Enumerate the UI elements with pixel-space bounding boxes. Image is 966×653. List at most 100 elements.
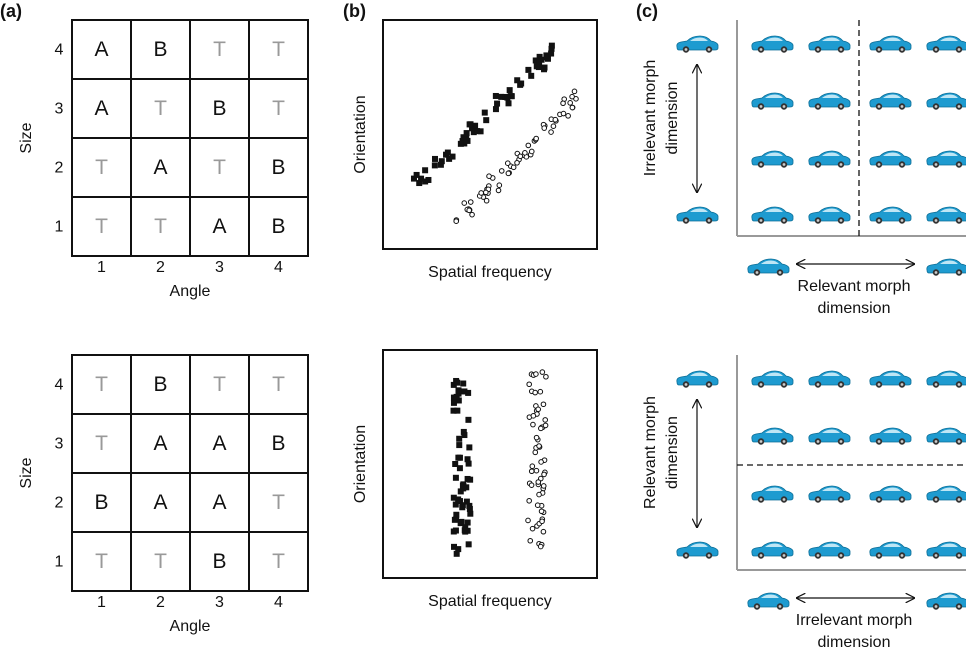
scatter-circle [526,518,531,523]
y-axis-label: Size [18,122,35,153]
car-icon [870,151,911,168]
scatter-square [454,408,460,414]
scatter-square [465,417,471,423]
scatter-circle [534,136,539,141]
scatter-square [466,444,472,450]
car-icon [677,207,718,224]
scatter-circle [542,126,547,131]
scatter-circle [470,212,475,217]
panel-label: (b) [343,1,366,21]
car-icon [752,371,793,388]
scatter-square [454,380,460,386]
scatter-circle [543,423,548,428]
row-label: 3 [55,436,64,453]
cell-letter: T [95,156,108,179]
cell-letter: T [154,97,167,120]
scatter-circle [523,151,528,156]
cell-letter: B [153,38,167,61]
scatter-square [422,167,428,173]
y-axis-label: Size [18,457,35,488]
cell-letter: B [271,156,285,179]
car-icon [927,428,966,445]
row-label: 4 [55,377,64,394]
x-axis-label: Spatial frequency [428,264,552,281]
horizontal-label: dimension [818,300,891,317]
cell-letter: A [153,491,167,514]
y-axis-label: Orientation [352,425,369,503]
scatter-square [457,455,463,461]
car-icon [927,371,966,388]
cell-letter: B [212,550,226,573]
car-icon [809,486,850,503]
scatter-circle [539,509,544,514]
cell-letter: T [213,38,226,61]
figure: (a) (b) (c) ABTTATBTTATBTTAB43211234Angl… [0,0,966,653]
cell-letter: B [153,373,167,396]
y-axis-label: Orientation [352,95,369,173]
car-icon [927,93,966,110]
scatter-square [482,110,488,116]
row-label: 2 [55,160,64,177]
car-icon [809,428,850,445]
car-icon [752,542,793,559]
horizontal-label: Relevant morph [798,278,911,295]
plot-frame [383,350,597,578]
scatter-square [446,156,452,162]
scatter-square [461,432,467,438]
scatter-square [451,400,457,406]
scatter-circle [544,374,549,379]
cell-letter: T [213,156,226,179]
vertical-label: Irrelevant morph [642,60,659,177]
car-icon [927,542,966,559]
scatter-circle [496,188,501,193]
scatter-square [462,527,468,533]
scatter-square [458,519,464,525]
x-axis-label: Spatial frequency [428,593,552,610]
scatter-circle [540,370,545,375]
vertical-label: dimension [664,416,681,489]
col-label: 4 [274,594,283,611]
scatter-circle [539,460,544,465]
scatter-circle [527,382,532,387]
row-label: 1 [55,554,64,571]
scatter-circle [541,529,546,534]
scatter-square [466,541,472,547]
car-icon [870,36,911,53]
cell-letter: B [212,97,226,120]
scatter-circle [462,201,467,206]
scatter-circle [528,538,533,543]
scatter-circle [561,101,566,106]
scatter-circle [531,414,536,419]
scatter-circle [570,94,575,99]
scatter-square [457,465,463,471]
cell-letter: T [95,550,108,573]
cell-letter: T [272,373,285,396]
scatter-square [506,100,512,106]
scatter-circle [561,111,566,116]
scatter-square [467,506,473,512]
car-icon [927,486,966,503]
horizontal-label: Irrelevant morph [796,612,913,629]
scatter-circle [487,174,492,179]
scatter-square [425,177,431,183]
scatter-square [507,87,513,93]
car-icon [870,93,911,110]
car-icon [748,259,789,276]
car-icon [927,36,966,53]
scatter-circle [551,124,556,129]
scatter-circle [566,114,571,119]
scatter-circle [527,498,532,503]
scatter-circle [572,89,577,94]
col-label: 3 [215,259,224,276]
scatter-square [445,150,451,156]
col-label: 2 [156,259,165,276]
car-icon [870,371,911,388]
scatter-square [451,495,457,501]
scatter-circle [537,444,542,449]
car-icon [809,36,850,53]
scatter-circle [553,117,558,122]
car-icon [809,151,850,168]
scatter-square [467,121,473,127]
scatter-circle [505,161,510,166]
scatter-circle [468,200,473,205]
